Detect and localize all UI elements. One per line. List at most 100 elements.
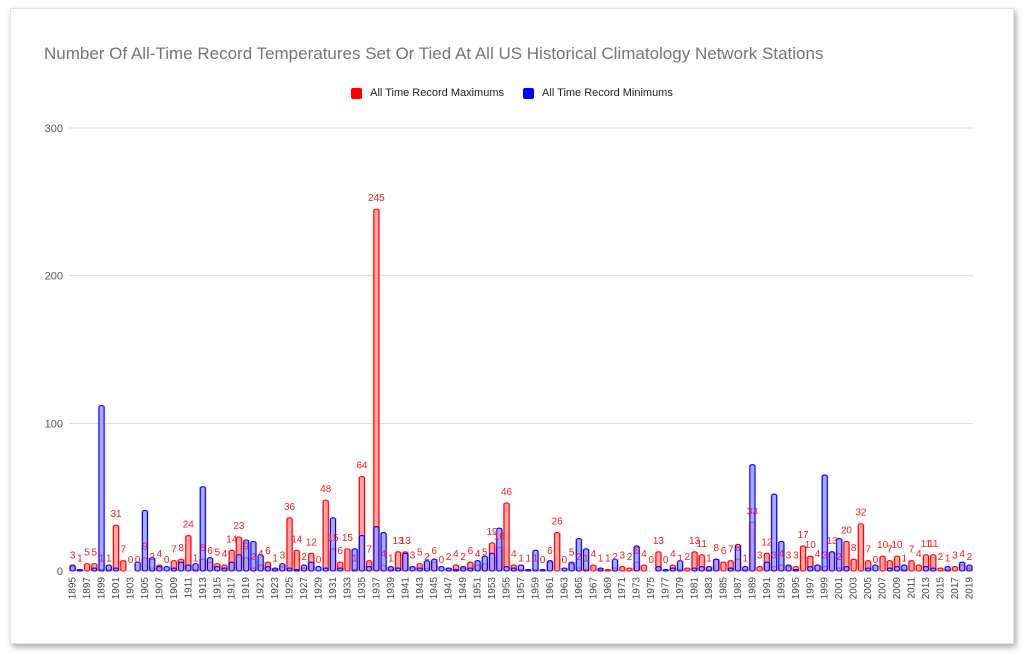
data-label-maximums: 3 — [952, 551, 958, 562]
x-tick-label: 1933 — [342, 577, 353, 600]
maximums-bar — [554, 532, 561, 572]
x-tick-label: 1903 — [125, 577, 136, 600]
minimums-bar — [532, 549, 539, 572]
data-label-maximums: 20 — [841, 525, 853, 536]
minimums-bar — [431, 558, 438, 572]
maximums-bar — [373, 208, 380, 572]
data-label-maximums: 14 — [226, 534, 238, 545]
data-label-maximums: 13 — [689, 536, 701, 547]
data-label-maximums: 11 — [928, 539, 939, 550]
y-tick-label: 100 — [45, 418, 63, 430]
minimums-bar — [597, 567, 604, 572]
x-tick-label: 1909 — [169, 577, 180, 600]
data-label-maximums: 6 — [337, 546, 343, 557]
maximums-bar — [626, 567, 633, 572]
minimums-bar — [922, 566, 930, 572]
minimums-bar — [655, 566, 662, 572]
data-label-maximums: 1 — [598, 554, 604, 565]
minimums-bar — [380, 532, 387, 572]
minimums-bar — [785, 564, 792, 572]
x-tick-label: 1921 — [256, 577, 267, 600]
data-label-maximums: 6 — [431, 546, 437, 557]
minimums-bar — [387, 566, 394, 572]
data-label-maximums: 0 — [873, 555, 879, 566]
minimums-bar — [322, 567, 329, 572]
minimums-bar — [134, 561, 141, 572]
maximums-bar — [756, 566, 763, 572]
x-tick-label: 1993 — [776, 577, 787, 600]
data-label-maximums: 7 — [120, 545, 126, 556]
x-tick-label: 1913 — [198, 577, 209, 600]
minimums-bar — [300, 564, 308, 572]
minimums-bar — [366, 566, 373, 572]
data-label-maximums: 5 — [84, 548, 90, 559]
y-tick-label: 300 — [45, 123, 63, 135]
minimums-bar — [944, 566, 951, 572]
minimums-bar — [828, 551, 836, 572]
data-label-maximums: 5 — [92, 548, 98, 559]
legend-item-maximums[interactable]: All Time Record Maximums — [351, 87, 504, 99]
x-tick-label: 1981 — [690, 577, 701, 600]
data-label-maximums: 26 — [552, 517, 564, 528]
data-label-maximums: 64 — [356, 460, 368, 471]
data-label-maximums: 19 — [487, 527, 499, 538]
minimums-bar — [279, 563, 286, 572]
minimums-bar — [76, 568, 83, 572]
data-label-maximums: 1 — [272, 554, 278, 565]
data-label-maximums: 1 — [677, 554, 683, 565]
data-label-maximums: 12 — [306, 537, 318, 548]
data-label-maximums: 0 — [663, 555, 669, 566]
legend-swatch-maximums — [351, 87, 363, 99]
data-label-maximums: 2 — [967, 552, 973, 563]
x-tick-label: 1931 — [328, 577, 339, 600]
legend-item-minimums[interactable]: All Time Record Minimums — [523, 87, 673, 99]
data-label-maximums: 245 — [368, 193, 385, 204]
chart-frame: Number Of All-Time Record Temperatures S… — [10, 8, 1014, 644]
data-label-maximums: 1 — [706, 554, 712, 565]
minimums-bar — [293, 568, 300, 572]
x-tick-label: 1911 — [183, 577, 194, 599]
x-tick-label: 2001 — [834, 577, 845, 600]
minimums-bar — [170, 567, 177, 572]
x-tick-label: 1967 — [588, 577, 599, 600]
data-label-maximums: 2 — [424, 552, 430, 563]
maximums-bar — [908, 560, 915, 572]
x-tick-label: 1955 — [502, 577, 513, 600]
x-tick-label: 2015 — [935, 577, 946, 600]
x-tick-label: 1895 — [68, 577, 79, 600]
data-label-maximums: 2 — [836, 552, 842, 563]
y-tick-label: 0 — [57, 566, 63, 578]
data-label-maximums: 0 — [439, 555, 445, 566]
data-label-maximums: 0 — [128, 555, 134, 566]
minimums-bar — [669, 567, 676, 572]
data-label-maximums: 4 — [916, 549, 922, 560]
data-label-maximums: 8 — [200, 543, 206, 554]
data-label-maximums: 0 — [648, 555, 654, 566]
x-tick-label: 1949 — [458, 577, 469, 600]
minimums-bar — [394, 567, 402, 572]
data-label-maximums: 2 — [251, 552, 257, 563]
minimums-bar — [517, 564, 525, 572]
maximums-bar — [344, 548, 351, 572]
minimums-bar — [734, 543, 742, 572]
minimums-bar — [503, 566, 510, 572]
minimums-bar — [112, 567, 120, 572]
data-label-maximums: 8 — [851, 543, 857, 554]
maximums-bar — [951, 566, 959, 572]
maximums-bar — [720, 561, 727, 572]
data-label-maximums: 1 — [99, 554, 105, 565]
minimums-bar — [807, 566, 814, 572]
minimums-bar — [742, 566, 749, 572]
data-label-maximums: 1 — [605, 554, 611, 565]
minimums-bar — [749, 464, 756, 572]
data-label-maximums: 48 — [320, 484, 332, 495]
maximums-bar — [684, 567, 691, 572]
minimums-bar — [257, 554, 264, 572]
data-label-maximums: 7 — [909, 545, 915, 556]
minimums-bar — [930, 567, 937, 572]
data-label-maximums: 3 — [786, 551, 792, 562]
minimums-bar — [141, 509, 149, 572]
minimums-bar — [561, 567, 568, 572]
minimums-bar — [886, 567, 893, 572]
